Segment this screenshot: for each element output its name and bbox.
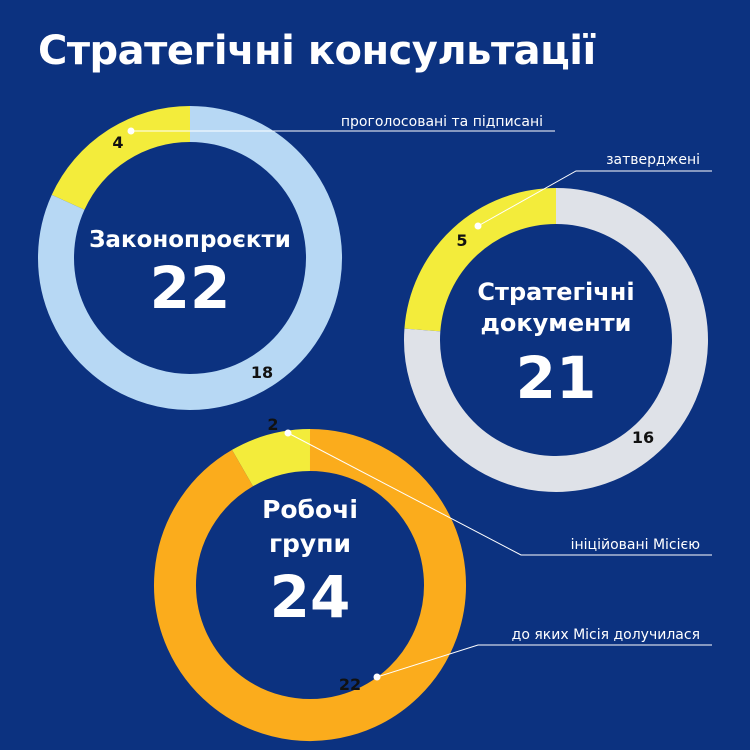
donut-total-working-groups: 24: [270, 563, 351, 631]
donut-ring-strategic-docs: [404, 188, 708, 492]
donut-total-bills: 22: [150, 254, 231, 322]
page-title: Стратегічні консультації: [38, 28, 596, 74]
donut-title-working-groups-line1: Робочі: [262, 495, 358, 524]
donut-ring-bills: [38, 106, 342, 410]
donut-title-strategic-docs-line2: документи: [480, 309, 631, 337]
donut-total-strategic-docs: 21: [516, 344, 597, 412]
donut-segment-1-1: [404, 188, 708, 492]
donut-title-working-groups-line2: групи: [269, 529, 351, 558]
data-label-docs-other: 16: [632, 428, 654, 447]
data-label-bills-other: 18: [251, 363, 273, 382]
donut-segment-2-0: [232, 429, 311, 487]
donut-chart-bills: Законопроєкти 22 4 18 проголосовані та п…: [38, 106, 555, 410]
annotation-line-groups-initiated: [287, 432, 712, 556]
annotation-docs: затверджені: [606, 152, 700, 168]
donut-chart-working-groups: Робочі групи 24 2 22 ініційовані Місією …: [154, 415, 712, 741]
data-label-groups-initiated: 2: [267, 415, 278, 434]
donut-ring-working-groups: [154, 429, 466, 741]
annotation-bills: проголосовані та підписані: [341, 114, 543, 130]
annotation-dot-docs: [474, 222, 482, 230]
data-label-bills-voted: 4: [112, 133, 123, 152]
donut-chart-strategic-docs: Стратегічні документи 21 5 16 затверджен…: [404, 152, 712, 492]
donut-segment-0-1: [38, 106, 342, 410]
donut-segment-2-1: [154, 429, 466, 741]
donut-segment-0-0: [51, 106, 191, 211]
annotation-line-groups-joined: [376, 644, 712, 678]
annotation-dot-groups-initiated: [284, 429, 292, 437]
annotation-groups-joined: до яких Місія долучилася: [512, 627, 700, 643]
donut-segment-1-0: [404, 188, 557, 332]
annotation-line-docs: [477, 170, 712, 227]
data-label-docs-approved: 5: [456, 231, 467, 250]
donut-title-bills: Законопроєкти: [89, 227, 291, 253]
donut-title-strategic-docs-line1: Стратегічні: [477, 278, 634, 306]
annotation-dot-groups-joined: [373, 673, 381, 681]
annotation-dot-bills: [127, 127, 135, 135]
annotation-groups-initiated: ініційовані Місією: [571, 537, 701, 553]
data-label-groups-joined: 22: [339, 675, 361, 694]
